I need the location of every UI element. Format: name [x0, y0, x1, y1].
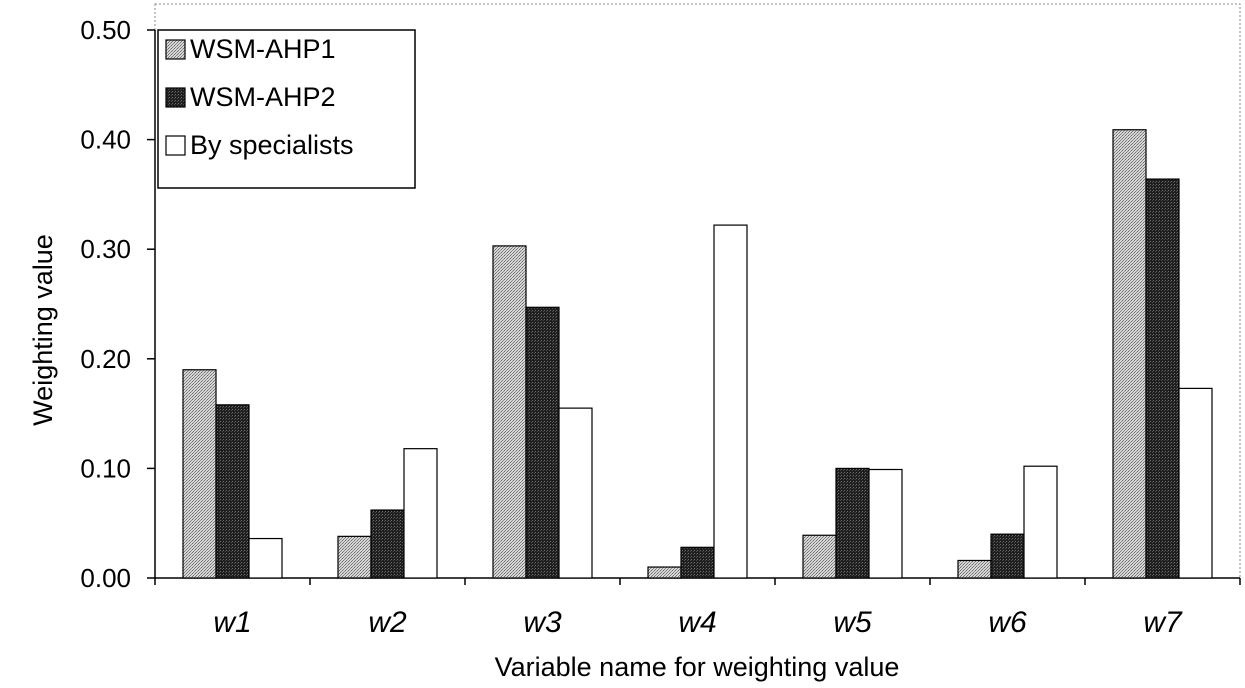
legend-box	[157, 29, 416, 189]
bar-w1-series-2	[215, 404, 250, 579]
category-label-w3: w3	[523, 606, 562, 639]
legend-label-3: By specialists	[190, 130, 354, 160]
bar-w5-series-3	[868, 468, 903, 579]
legend-label-2: WSM-AHP2	[190, 82, 336, 112]
legend-swatch-2	[165, 87, 186, 108]
legend-label-1: WSM-AHP1	[190, 34, 336, 64]
x-axis-ticks	[154, 578, 1241, 585]
bar-w4-series-1	[647, 566, 682, 579]
bar-w1-series-1	[182, 369, 217, 579]
bar-w6-series-3	[1023, 465, 1058, 579]
bar-w7-series-1	[1112, 129, 1147, 579]
bar-w3-series-3	[558, 407, 593, 579]
legend-swatch-1	[165, 39, 186, 60]
x-axis-category-labels: w1 w2 w3 w4 w5 w6 w7	[213, 606, 1183, 639]
bar-w5-series-2	[835, 467, 870, 579]
bar-w4-series-3	[713, 224, 748, 579]
bars	[182, 129, 1213, 579]
bar-w7-series-3	[1178, 387, 1213, 579]
bar-w7-series-2	[1145, 178, 1180, 579]
bar-w6-series-1	[957, 559, 992, 579]
category-label-w5: w5	[833, 606, 872, 639]
bar-w2-series-1	[337, 535, 372, 579]
y-tick-label: 0.10	[80, 453, 131, 483]
bar-w2-series-3	[403, 448, 438, 579]
y-tick-label: 0.00	[80, 563, 131, 593]
legend-swatch-3	[165, 135, 186, 156]
category-label-w6: w6	[988, 606, 1027, 639]
category-label-w7: w7	[1143, 606, 1183, 639]
bar-w4-series-2	[680, 546, 715, 579]
category-label-w1: w1	[213, 606, 251, 639]
category-label-w4: w4	[678, 606, 716, 639]
bar-w3-series-2	[525, 306, 560, 579]
category-label-w2: w2	[368, 606, 407, 639]
legend: WSM-AHP1 WSM-AHP2 By specialists	[157, 29, 416, 189]
y-tick-label: 0.30	[80, 234, 131, 264]
bar-w2-series-2	[370, 509, 405, 579]
bar-w1-series-3	[248, 537, 283, 579]
y-axis-ticks: 0.00 0.10 0.20 0.30 0.40 0.50	[80, 15, 155, 593]
bar-w3-series-1	[492, 245, 527, 579]
bar-w5-series-1	[802, 534, 837, 579]
y-axis-title: Weighting value	[28, 234, 58, 426]
x-axis-title: Variable name for weighting value	[495, 652, 900, 682]
y-tick-label: 0.20	[80, 344, 131, 374]
y-tick-label: 0.40	[80, 125, 131, 155]
bar-w6-series-2	[990, 533, 1025, 579]
y-tick-label: 0.50	[80, 15, 131, 45]
